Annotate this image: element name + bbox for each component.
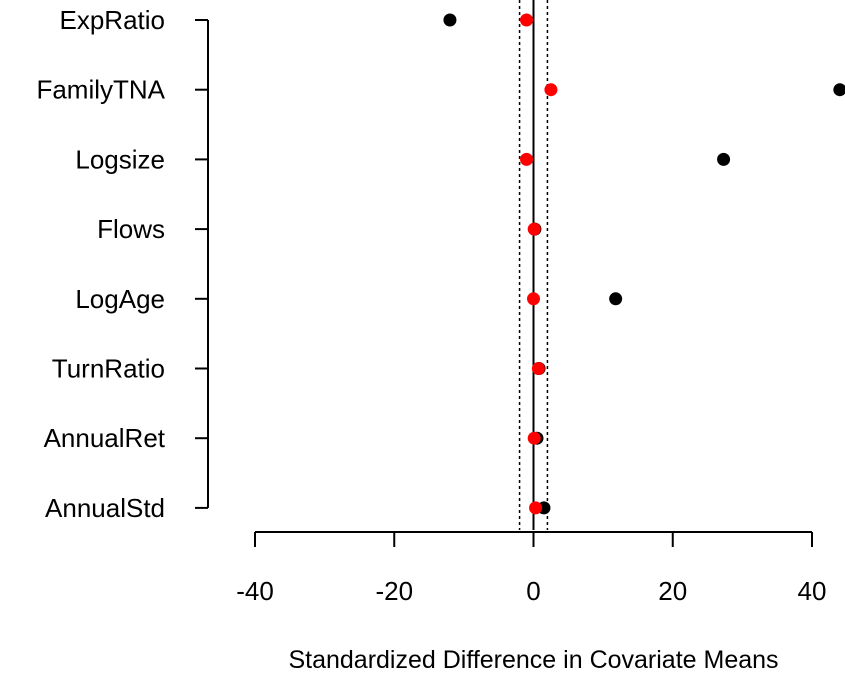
- x-tick-label: 40: [798, 576, 827, 606]
- point-series-2-annual-ret: [527, 431, 541, 445]
- point-series-2-flows: [527, 222, 541, 236]
- point-series-1-log-age: [609, 292, 623, 306]
- point-series-2-log-age: [527, 292, 540, 306]
- point-series-1-exp-ratio: [443, 13, 457, 27]
- x-axis-title: Standardized Difference in Covariate Mea…: [288, 646, 778, 674]
- y-tick-label-family-tna: FamilyTNA: [36, 75, 165, 105]
- point-series-1-family-tna: [833, 83, 845, 97]
- y-tick-label-logsize: Logsize: [75, 144, 165, 174]
- x-tick-label: -20: [375, 576, 413, 606]
- data-points: [443, 13, 845, 515]
- y-tick-label-exp-ratio: ExpRatio: [60, 5, 166, 35]
- y-tick-label-flows: Flows: [97, 214, 165, 244]
- point-series-2-exp-ratio: [520, 13, 534, 27]
- x-axis: -40 -20 0 20 40: [236, 531, 827, 606]
- y-tick-label-annual-ret: AnnualRet: [44, 423, 166, 453]
- point-series-2-annual-std: [529, 501, 543, 515]
- point-series-2-family-tna: [544, 83, 558, 97]
- y-axis: ExpRatio FamilyTNA Logsize Flows LogAge TurnR…: [36, 5, 209, 523]
- reference-lines: [518, 0, 549, 530]
- x-tick-label: 20: [658, 576, 687, 606]
- x-tick-label: -40: [236, 576, 274, 606]
- point-series-2-logsize: [520, 152, 534, 166]
- y-tick-label-turn-ratio: TurnRatio: [52, 354, 165, 384]
- x-tick-label: 0: [526, 576, 540, 606]
- point-series-1-logsize: [717, 152, 731, 166]
- point-series-2-turn-ratio: [531, 362, 545, 375]
- y-tick-label-log-age: LogAge: [75, 284, 165, 314]
- y-tick-label-annual-std: AnnualStd: [45, 493, 165, 523]
